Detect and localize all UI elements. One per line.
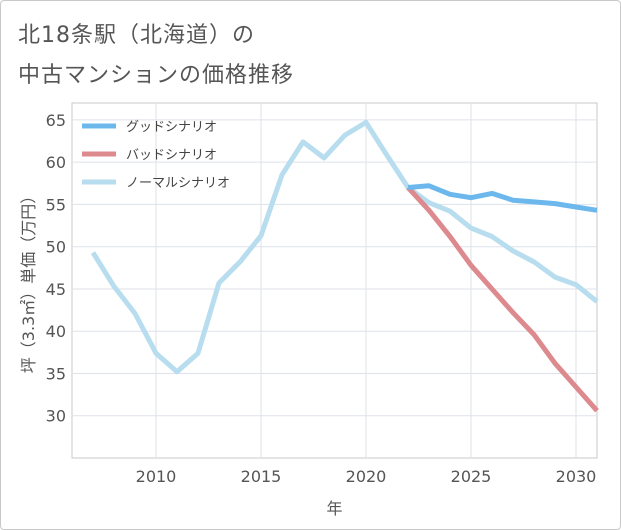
chart-title-line1: 北18条駅（北海道）の <box>18 23 255 48</box>
x-tick-label: 2015 <box>241 467 282 486</box>
y-axis-label: 坪（3.3㎡）単価（万円） <box>19 188 38 373</box>
series-line-2 <box>90 119 599 375</box>
y-tick-label: 45 <box>46 280 66 299</box>
x-axis-label: 年 <box>326 499 342 518</box>
x-tick-label: 2020 <box>346 467 387 486</box>
y-tick-label: 65 <box>46 111 66 130</box>
legend-label: ノーマルシナリオ <box>126 176 230 191</box>
tick-labels: 30 35 40 45 50 55 60 65 2010 2015 2020 2025 2030 <box>46 111 597 486</box>
x-tick-label: 2030 <box>556 467 597 486</box>
y-tick-label: 55 <box>46 195 66 214</box>
series-line-0 <box>407 183 598 213</box>
y-tick-label: 35 <box>46 364 66 383</box>
y-tick-label: 30 <box>46 407 66 426</box>
y-tick-label: 50 <box>46 238 66 257</box>
chart-title-line2: 中古マンションの価格推移 <box>18 63 295 88</box>
series-line-1 <box>406 185 599 413</box>
legend-label: バッドシナリオ <box>126 148 217 163</box>
x-tick-label: 2010 <box>136 467 177 486</box>
y-tick-label: 60 <box>46 153 66 172</box>
series-lines <box>90 119 599 413</box>
y-tick-label: 40 <box>46 322 66 341</box>
x-tick-label: 2025 <box>451 467 492 486</box>
grid-lines <box>72 103 597 458</box>
legend-label: グッドシナリオ <box>126 120 217 135</box>
